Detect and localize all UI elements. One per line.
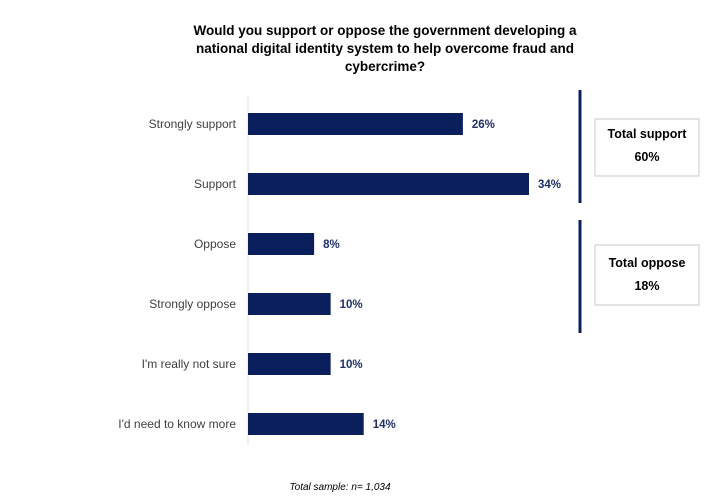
value-label: 34% — [538, 179, 561, 191]
category-label: Strongly support — [149, 117, 237, 131]
total-support-value: 60% — [634, 150, 659, 164]
total-oppose-box: Total oppose 18% — [594, 244, 700, 306]
category-label: I'm really not sure — [142, 357, 237, 371]
total-oppose-title: Total oppose — [609, 256, 686, 270]
title-line: cybercrime? — [345, 59, 425, 74]
total-oppose-value: 18% — [634, 279, 659, 293]
value-label: 14% — [373, 419, 396, 431]
footnote: Total sample: n= 1,034 — [289, 482, 391, 493]
category-label: Strongly oppose — [149, 297, 236, 311]
bar — [248, 293, 331, 315]
bar — [248, 233, 315, 255]
bar — [248, 353, 331, 375]
chart-title: Would you support or oppose the governme… — [193, 23, 577, 74]
value-label: 8% — [323, 239, 340, 251]
category-label: Oppose — [194, 237, 236, 251]
value-label: 10% — [340, 299, 363, 311]
value-label: 10% — [340, 359, 363, 371]
value-label: 26% — [472, 119, 495, 131]
total-support-box: Total support 60% — [594, 118, 700, 177]
title-line: national digital identity system to help… — [196, 41, 574, 56]
category-label: I'd need to know more — [118, 417, 236, 431]
bar — [248, 173, 529, 195]
total-support-title: Total support — [608, 127, 688, 141]
category-label: Support — [194, 177, 237, 191]
bar — [248, 413, 364, 435]
bar — [248, 113, 463, 135]
title-line: Would you support or oppose the governme… — [193, 23, 577, 38]
